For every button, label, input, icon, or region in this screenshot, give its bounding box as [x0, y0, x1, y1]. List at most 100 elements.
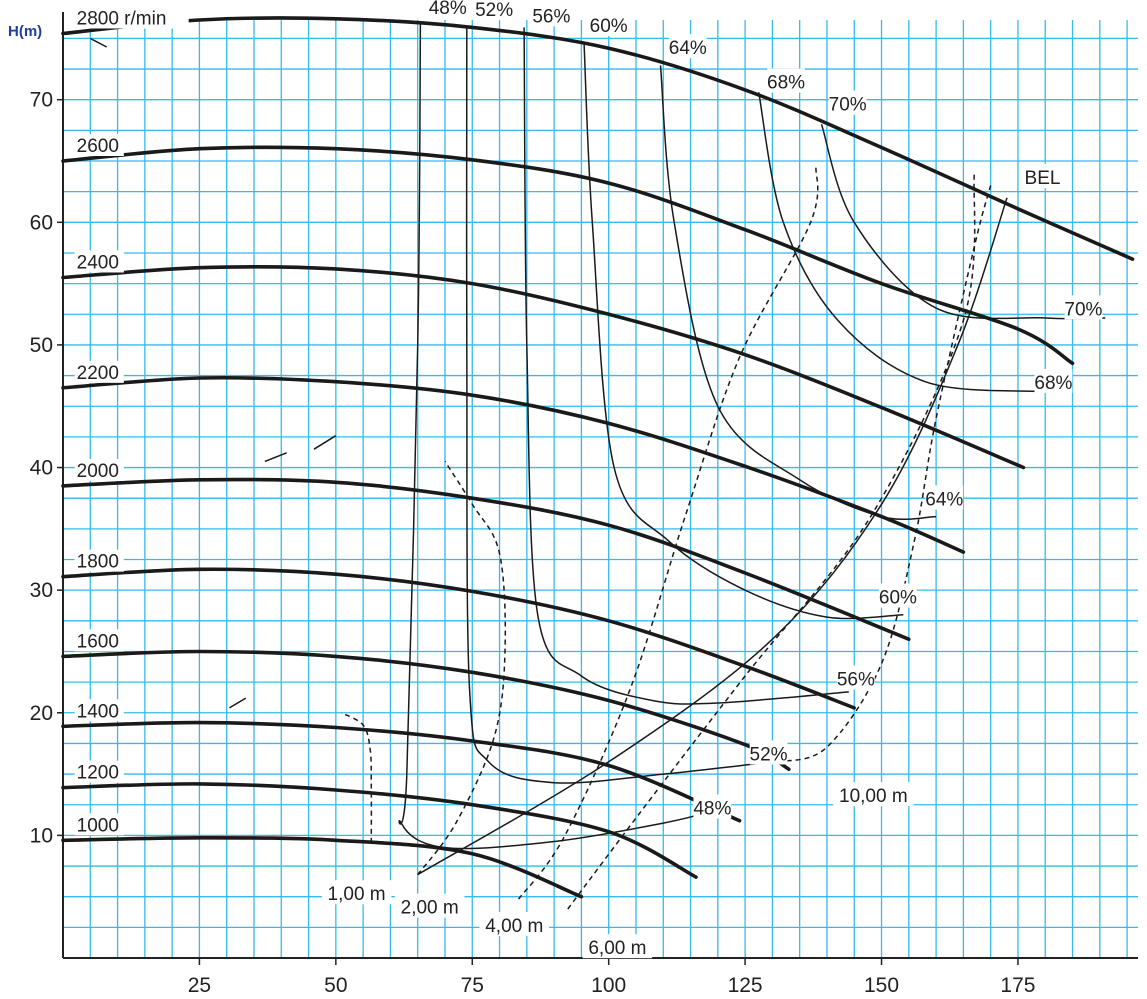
curve-labels: 48% 52% 56% 60% 64% 68% 70% BEL 70% 68% 64% 60% 56% 5…	[321, 0, 1103, 959]
y-axis-title: H(m)	[8, 23, 42, 40]
speed-curves: 2800 r/min 2600 2400 2200 2000 1800 1600 1400 12…	[61, 6, 1135, 899]
y-tick-label: 30	[30, 579, 53, 602]
curve-label-background	[321, 880, 392, 905]
speed-curve-label: 1400	[77, 701, 119, 722]
curve-label-background	[767, 68, 805, 93]
speed-curve	[61, 720, 742, 823]
curve-label-background	[428, 0, 467, 18]
speed-curve	[61, 145, 1075, 366]
curve-label-background	[582, 934, 653, 959]
curve-label-background	[836, 665, 875, 690]
bel-curve	[417, 197, 1008, 876]
speed-curve	[61, 835, 584, 899]
speed-label-background	[74, 360, 124, 383]
speed-label-background	[74, 813, 124, 836]
speed-curve-label: 2200	[77, 363, 119, 384]
curve-label: BEL	[1025, 168, 1061, 189]
speed-curve	[61, 782, 698, 879]
speed-label-background	[74, 629, 124, 652]
speed-curve	[61, 16, 1135, 261]
curve-label: 70%	[1064, 299, 1102, 320]
y-tick-label: 20	[30, 702, 53, 725]
speed-curve-label: 1800	[77, 552, 119, 573]
curve-label: 10,00 m	[839, 786, 908, 807]
head-loss-curve	[417, 461, 507, 876]
efficiency-curve	[583, 44, 904, 620]
efficiency-curve	[398, 23, 724, 850]
efficiency-curve	[523, 27, 849, 705]
efficiency-curve	[465, 26, 773, 784]
speed-curve-label: 2000	[77, 461, 119, 482]
speed-curve-label: 1600	[77, 631, 119, 652]
head-loss-curve	[567, 173, 976, 910]
speed-curve	[61, 375, 966, 554]
speed-curve-label: 2600	[77, 136, 119, 157]
y-tick-label: 60	[30, 211, 53, 234]
speed-label-background	[74, 6, 189, 29]
stray-dash	[313, 435, 337, 450]
efficiency-curves	[398, 23, 1106, 850]
curve-label: 64%	[925, 489, 963, 510]
curve-label: 2,00 m	[401, 898, 459, 919]
curve-label-background	[479, 912, 550, 937]
x-tick-label: 125	[728, 974, 763, 997]
curve-label: 56%	[837, 670, 875, 691]
stray-dash	[229, 697, 247, 709]
x-tick-label: 100	[591, 974, 626, 997]
speed-label-background	[74, 250, 124, 273]
curve-label: 70%	[829, 95, 867, 116]
speed-label-background	[74, 760, 124, 783]
y-tick-label: 50	[30, 334, 53, 357]
curve-label: 56%	[532, 6, 570, 27]
curve-label-background	[1023, 164, 1062, 189]
curve-label: 60%	[879, 588, 917, 609]
curve-label: 68%	[1034, 373, 1072, 394]
speed-label-background	[74, 134, 124, 157]
curve-label-background	[828, 90, 867, 115]
curve-label-background	[668, 34, 707, 59]
curve-label-background	[1064, 295, 1103, 320]
speed-curve-label: 1200	[77, 763, 119, 784]
curve-label: 6,00 m	[588, 938, 646, 959]
x-tick-label: 150	[864, 974, 899, 997]
speed-label-background	[74, 458, 124, 481]
head-loss-curve	[777, 185, 992, 763]
curve-label-background	[693, 794, 732, 819]
curve-label-background	[532, 2, 571, 27]
speed-curve	[61, 264, 1026, 470]
speed-curve	[61, 477, 911, 641]
grid	[62, 20, 1138, 959]
curve-label: 4,00 m	[485, 916, 543, 937]
speed-label-background	[74, 549, 124, 572]
stray-dash	[89, 37, 108, 48]
efficiency-curve	[820, 123, 1106, 320]
y-tick-label: 70	[30, 89, 53, 112]
curve-label: 1,00 m	[328, 884, 386, 905]
curve-label: 48%	[693, 798, 731, 819]
speed-curve-label: 2800 r/min	[77, 8, 167, 29]
speed-curve	[61, 649, 791, 771]
curve-label-background	[878, 583, 917, 608]
x-tick-label: 175	[1000, 974, 1035, 997]
head-loss-curves	[89, 37, 1008, 910]
curve-label-background	[589, 12, 628, 37]
curve-label-background	[475, 0, 513, 21]
curve-label: 64%	[669, 38, 707, 59]
y-tick-label: 10	[30, 824, 53, 847]
curve-label-background	[749, 740, 788, 765]
head-loss-curve	[340, 712, 373, 843]
efficiency-curve	[757, 92, 1040, 393]
speed-label-background	[74, 699, 124, 722]
x-tick-label: 50	[324, 974, 347, 997]
curve-label: 68%	[767, 73, 805, 94]
stray-dash	[264, 452, 287, 463]
curve-label-background	[833, 782, 914, 807]
curve-label: 52%	[475, 0, 513, 21]
curve-label-background	[394, 893, 465, 918]
curve-label: 48%	[429, 0, 467, 19]
curve-label: 52%	[750, 744, 788, 765]
x-tick-label: 25	[188, 974, 211, 997]
speed-curve-label: 2400	[77, 252, 119, 273]
speed-curve-label: 1000	[77, 815, 119, 836]
